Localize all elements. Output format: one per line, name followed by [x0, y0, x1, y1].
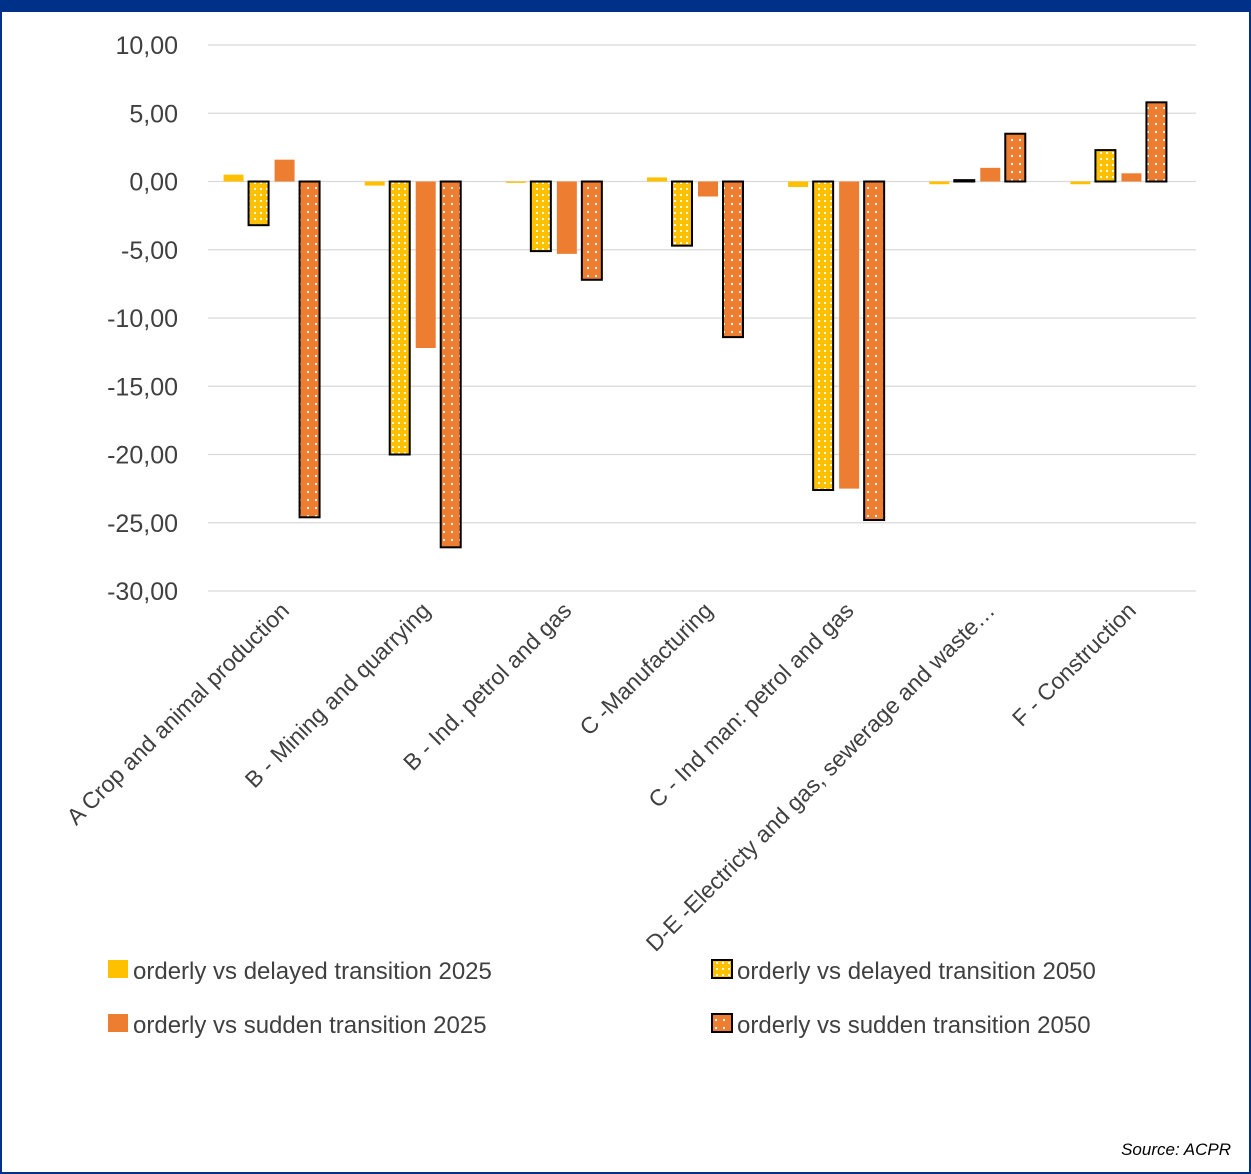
x-tick-label: A Crop and animal production — [61, 597, 294, 830]
y-axis: 10,00 5,00 0,00 -5,00 -10,00 -15,00 -20,00 -25,… — [107, 32, 178, 606]
bar — [580, 180, 603, 281]
bar — [1121, 173, 1142, 182]
gridlines — [208, 44, 1196, 592]
bar — [274, 159, 295, 182]
y-tick-label: 10,00 — [115, 32, 178, 60]
bar — [839, 181, 860, 489]
y-tick-label: -15,00 — [107, 373, 178, 401]
bar — [1094, 149, 1117, 183]
legend-label: orderly vs sudden transition 2050 — [737, 1012, 1091, 1039]
legend-swatch — [711, 959, 733, 979]
bar — [722, 180, 744, 339]
header-band — [0, 0, 1251, 12]
x-tick-label: F - Construction — [1007, 597, 1141, 731]
bar — [788, 181, 809, 187]
legend-swatch — [108, 1014, 128, 1032]
bar — [812, 180, 835, 491]
bar — [953, 179, 976, 183]
bars — [223, 101, 1168, 549]
bar — [505, 181, 526, 183]
legend-label: orderly vs delayed transition 2025 — [133, 958, 492, 985]
bar — [647, 177, 667, 182]
bar — [388, 180, 411, 456]
bar — [929, 181, 950, 185]
bar — [671, 180, 693, 247]
y-tick-label: -10,00 — [107, 305, 178, 333]
bar — [1004, 132, 1027, 183]
y-tick-label: -30,00 — [107, 578, 178, 606]
bar — [439, 180, 462, 549]
legend-swatch — [711, 1013, 733, 1033]
bar — [1070, 181, 1091, 185]
bar — [223, 174, 244, 182]
bar — [529, 180, 552, 253]
y-tick-label: 5,00 — [129, 100, 178, 128]
y-tick-label: -5,00 — [121, 237, 178, 265]
bar — [556, 181, 577, 254]
bar — [298, 180, 321, 519]
y-tick-label: -20,00 — [107, 442, 178, 470]
bar — [980, 167, 1001, 182]
legend-label: orderly vs delayed transition 2050 — [737, 958, 1096, 985]
y-tick-label: 0,00 — [129, 169, 178, 197]
legend-label: orderly vs sudden transition 2025 — [133, 1012, 487, 1039]
bar — [698, 181, 718, 197]
bar — [1145, 101, 1168, 183]
x-tick-label: C -Manufacturing — [574, 597, 717, 740]
bar — [863, 180, 886, 522]
bar — [364, 181, 385, 186]
bar — [247, 180, 270, 227]
source-note: Source: ACPR — [1121, 1140, 1231, 1159]
legend: orderly vs delayed transition 2025 orderl… — [108, 958, 1096, 1039]
legend-swatch — [108, 960, 128, 978]
bar — [415, 181, 436, 349]
y-tick-label: -25,00 — [107, 510, 178, 538]
